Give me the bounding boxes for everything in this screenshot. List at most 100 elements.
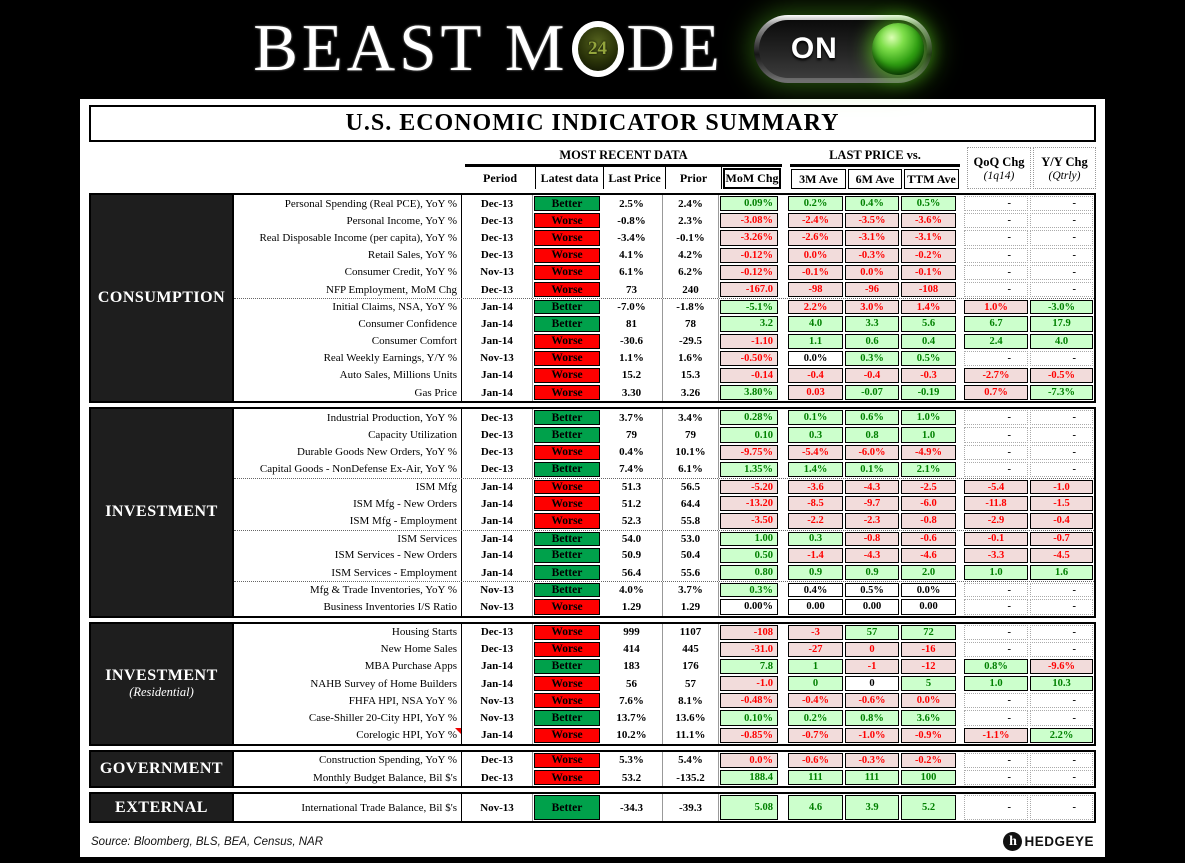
cell-mom-chg: -0.50% [720, 350, 778, 366]
cell-yy-chg: - [1030, 641, 1093, 657]
header-qoq-chg: QoQ Chg (1q14) [967, 147, 1031, 189]
cell-yy-chg: - [1030, 444, 1093, 460]
table-row: Capacity Utilization Dec-13 Better 79 79 0.10… [234, 426, 1094, 444]
column-gap [957, 195, 963, 212]
indicator-label: ISM Mfg [234, 479, 462, 496]
cell-period: Jan-14 [462, 366, 533, 385]
col-header-3m-ave: 3M Ave [791, 169, 846, 189]
column-gap [957, 367, 963, 384]
cell-yy-chg: 10.3 [1030, 676, 1093, 692]
cell-last-price: 15.2 [601, 366, 663, 385]
indicator-label: ISM Mfg - Employment [234, 512, 462, 530]
table-row: Real Weekly Earnings, Y/Y % Nov-13 Worse 1.… [234, 349, 1094, 367]
beast-mode-banner: BEAST M 24 DE ON [0, 0, 1185, 97]
cell-last-price: 4.1% [601, 246, 663, 264]
cell-last-price: 10.2% [601, 726, 663, 744]
cell-last-price: 1.29 [601, 598, 663, 616]
cell-6m-ave: 3.3 [845, 316, 899, 332]
column-gap [779, 709, 787, 726]
cell-6m-ave: -0.07 [845, 385, 899, 401]
table-row: Consumer Confidence Jan-14 Better 81 78 3.2 4.… [234, 315, 1094, 333]
cell-period: Jan-14 [462, 299, 533, 316]
column-gap [957, 624, 963, 641]
column-gap [779, 350, 787, 367]
section-label-government: GOVERNMENT [91, 751, 234, 787]
cell-period: Jan-14 [462, 563, 533, 582]
cell-3m-ave: -2.4% [788, 213, 843, 229]
column-gap [957, 709, 963, 726]
indicator-label: ISM Services - New Orders [234, 546, 462, 564]
cell-mom-chg: -108 [720, 624, 778, 640]
column-gap [779, 315, 787, 332]
column-gap [779, 692, 787, 709]
column-gap [957, 212, 963, 229]
rating-badge: Better [534, 461, 600, 477]
beast-mode-title: BEAST M 24 DE [253, 15, 724, 82]
cell-period: Dec-13 [462, 195, 533, 213]
cell-qoq-chg: 1.0 [964, 564, 1028, 581]
cell-6m-ave: 0 [845, 641, 899, 657]
cell-period: Dec-13 [462, 751, 533, 769]
cell-3m-ave: 0.3 [788, 427, 843, 443]
indicator-label: Consumer Comfort [234, 332, 462, 350]
rating-badge: Worse [534, 641, 600, 657]
cell-last-price: 7.4% [601, 460, 663, 478]
column-gap [779, 299, 787, 315]
column-gap [957, 444, 963, 461]
cell-yy-chg: - [1030, 752, 1093, 768]
cell-ttm-ave: 5 [901, 676, 956, 692]
cell-period: Jan-14 [462, 546, 533, 564]
column-gap [779, 564, 787, 581]
indicator-label: Capacity Utilization [234, 426, 462, 444]
column-gap [779, 582, 787, 598]
rating-badge: Better [534, 316, 600, 332]
cell-period: Jan-14 [462, 332, 533, 350]
cell-period: Dec-13 [462, 460, 533, 478]
indicator-label: MBA Purchase Apps [234, 657, 462, 676]
cell-prior: 55.8 [663, 512, 719, 530]
cell-mom-chg: -13.20 [720, 496, 778, 512]
cell-last-price: 51.3 [601, 479, 663, 496]
rating-badge: Worse [534, 496, 600, 512]
cell-prior: 5.4% [663, 751, 719, 769]
table-row: Case-Shiller 20-City HPI, YoY % Nov-13 Bet… [234, 709, 1094, 727]
beast-mode-toggle[interactable]: ON [753, 14, 932, 83]
column-gap [957, 264, 963, 281]
cell-3m-ave: 0.03 [788, 385, 843, 401]
rating-badge: Better [534, 531, 600, 546]
hedgeye-logo-text: HEDGEYE [1024, 834, 1094, 850]
cell-3m-ave: -0.7% [788, 727, 843, 743]
cell-6m-ave: 0.4% [845, 196, 899, 212]
cell-last-price: 52.3 [601, 512, 663, 530]
cell-ttm-ave: 1.0 [901, 427, 956, 443]
rating-badge: Better [534, 710, 600, 726]
cell-last-price: 81 [601, 315, 663, 333]
cell-yy-chg: - [1030, 770, 1093, 786]
column-gap [779, 426, 787, 443]
section-rows: Personal Spending (Real PCE), YoY % Dec-1… [234, 195, 1094, 402]
cell-6m-ave: -9.7 [845, 496, 899, 512]
toggle-knob-icon[interactable] [871, 22, 924, 75]
rating-badge: Worse [534, 770, 600, 786]
indicator-label: ISM Mfg - New Orders [234, 495, 462, 513]
cell-qoq-chg: - [964, 350, 1028, 366]
cell-3m-ave: -27 [788, 641, 843, 657]
cell-yy-chg: 17.9 [1030, 316, 1093, 332]
table-row: Capital Goods - NonDefense Ex-Air, YoY %… [234, 460, 1094, 478]
section-consumption: CONSUMPTION Personal Spending (Real PCE),… [89, 193, 1096, 404]
column-gap [957, 281, 963, 298]
cell-yy-chg: - [1030, 410, 1093, 426]
table-row: ISM Mfg Jan-14 Worse 51.3 56.5 -5.20 -3.6 -4.3-… [234, 478, 1094, 496]
rating-badge: Worse [534, 281, 600, 298]
column-gap [957, 350, 963, 367]
cell-ttm-ave: -4.6 [901, 547, 956, 563]
indicator-label: Retail Sales, YoY % [234, 246, 462, 264]
table-row: Personal Spending (Real PCE), YoY % Dec-1… [234, 195, 1094, 213]
cell-mom-chg: 0.50 [720, 547, 778, 563]
cell-6m-ave: -2.3 [845, 513, 899, 529]
indicator-summary-panel: U.S. ECONOMIC INDICATOR SUMMARY MOST REC… [78, 97, 1107, 860]
cell-yy-chg: - [1030, 196, 1093, 212]
rating-badge: Worse [534, 213, 600, 229]
cell-6m-ave: 0.00 [845, 599, 899, 615]
indicator-label: NFP Employment, MoM Chg [234, 280, 462, 299]
